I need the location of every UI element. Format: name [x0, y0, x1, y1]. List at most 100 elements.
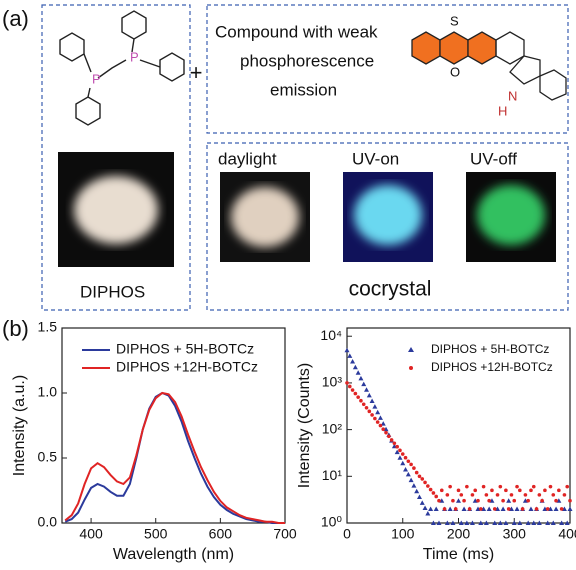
point: [356, 395, 360, 399]
point: [434, 494, 439, 499]
point: [492, 520, 498, 525]
point: [417, 474, 422, 479]
point: [486, 506, 492, 511]
y-tick-label: 10⁴: [320, 327, 342, 343]
point: [400, 460, 406, 466]
point: [484, 493, 489, 497]
point: [565, 484, 570, 489]
point: [347, 353, 353, 358]
point: [467, 507, 472, 511]
x-tick-label: 400: [79, 526, 103, 542]
point: [425, 510, 431, 516]
point: [370, 413, 374, 417]
point: [492, 507, 497, 511]
point: [347, 384, 352, 389]
legend-swatch: [408, 347, 414, 352]
point: [439, 488, 444, 493]
crystal: [231, 187, 299, 247]
point: [400, 452, 405, 456]
y-tick-label: 10³: [322, 374, 343, 390]
point: [458, 520, 464, 525]
point: [411, 483, 417, 488]
x-tick-label: 300: [503, 526, 527, 542]
point: [554, 498, 558, 503]
point: [445, 493, 450, 497]
y-tick-label: 10⁰: [321, 514, 343, 530]
point: [543, 488, 547, 493]
point: [412, 466, 416, 470]
point: [366, 392, 372, 398]
point: [567, 506, 573, 511]
point: [394, 449, 400, 455]
point: [373, 416, 377, 421]
point: [353, 391, 358, 396]
x-axis-label: Wavelength (nm): [113, 546, 234, 563]
legend-label: DIPHOS +12H-BOTCz: [431, 360, 553, 374]
point: [378, 423, 383, 428]
point: [395, 444, 399, 449]
point: [392, 441, 397, 446]
point: [459, 493, 464, 497]
x-tick-label: 600: [209, 526, 233, 542]
point: [350, 388, 355, 392]
y-tick-label: 0.5: [38, 449, 58, 465]
point: [367, 409, 372, 414]
point: [506, 507, 511, 511]
panel-label: (a): [2, 6, 29, 31]
point: [456, 488, 461, 493]
point: [436, 520, 442, 525]
point: [545, 507, 550, 511]
point: [501, 498, 505, 503]
point: [375, 409, 381, 415]
point: [557, 488, 561, 493]
point: [517, 520, 523, 525]
x-tick-label: 200: [447, 526, 471, 542]
point: [526, 498, 530, 503]
point: [361, 381, 367, 387]
point: [550, 520, 556, 525]
point: [387, 434, 391, 439]
state-label: UV-on: [352, 149, 399, 168]
point: [495, 493, 500, 497]
point: [487, 498, 491, 503]
point: [509, 493, 514, 497]
point: [478, 520, 484, 525]
atom-label: N: [508, 88, 517, 103]
point: [359, 398, 363, 403]
compound-text: emission: [270, 80, 337, 99]
line-series: [64, 391, 285, 524]
y-axis-label: Intensity (Counts): [296, 363, 313, 488]
point: [537, 493, 542, 497]
point: [437, 498, 441, 503]
point: [479, 507, 483, 511]
point: [369, 398, 375, 403]
x-tick-label: 500: [144, 526, 168, 542]
point: [447, 506, 453, 511]
point: [520, 507, 525, 511]
point: [500, 506, 506, 511]
point: [473, 488, 478, 493]
legend-swatch: [409, 366, 413, 370]
point: [462, 498, 466, 503]
point: [518, 488, 522, 493]
point: [380, 421, 386, 426]
point: [414, 470, 419, 475]
crystal: [354, 185, 422, 245]
plus-sign: +: [190, 60, 203, 85]
point: [564, 520, 570, 525]
point: [531, 484, 536, 489]
x-tick-label: 0: [343, 526, 351, 542]
point: [456, 498, 461, 503]
point: [398, 448, 402, 453]
diphos-box: [41, 4, 191, 311]
point: [364, 406, 369, 410]
point: [428, 506, 434, 511]
x-tick-label: 400: [558, 526, 576, 542]
point: [504, 488, 508, 493]
point: [506, 498, 512, 503]
point: [453, 507, 458, 511]
point: [481, 484, 486, 489]
y-tick-label: 1.5: [38, 319, 58, 335]
point: [433, 506, 439, 511]
